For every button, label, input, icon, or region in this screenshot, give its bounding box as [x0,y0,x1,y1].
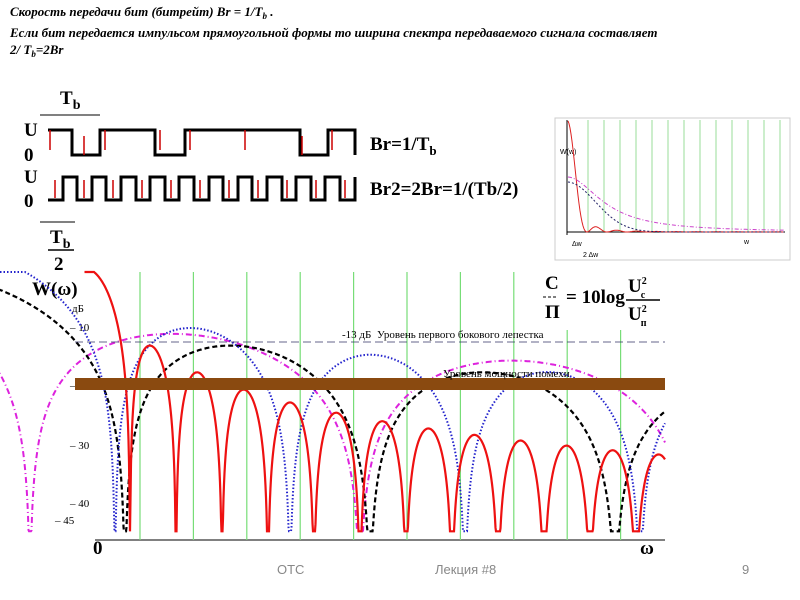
pulse-diagram: Tb U 0 U 0 Br=1/Tb Br2=2Br=1/(Tb/2) Tb 2 [24,88,518,275]
y-tick-label: – 30 [69,440,90,452]
bitrate-label: Br2=2Br=1/(Tb/2) [370,179,518,200]
formula-box [538,267,665,330]
half-period-den: 2 [54,254,64,275]
formula-num: С [545,273,559,294]
noise-band [75,378,665,390]
formula-u: U2 с [628,276,647,301]
header-line: Скорость передачи бит (битрейт) Br = 1/T… [10,4,273,21]
sidelobe-label: Уровень первого бокового лепестка [377,329,544,341]
y-tick-label: – 45 [54,515,75,527]
waveform [48,128,357,157]
sidelobe-value: -13 дБ [342,329,371,341]
y-label: W(ω) [32,279,78,300]
footer-course: ОТС [277,562,304,577]
noise-label: Уровень мощности помехи [443,368,570,380]
formula-den: П [545,302,560,323]
inset-curve [567,181,784,233]
header-line: 2/ Tb=2Br [9,42,64,59]
inset-marker: Δw [572,241,583,248]
spectrum-curve [0,271,666,533]
inset-y-label: W(w) [560,149,576,156]
footer-page: 9 [742,562,749,577]
spectrum-curve [84,270,666,533]
x-label: ω [640,538,654,559]
formula-eq: = 10log [566,287,625,308]
u-label: U [24,120,38,141]
inset-x-label: w [743,239,750,246]
y-tick-label: – 10 [69,322,90,334]
u-label: U [24,167,38,188]
inset-marker: 2 Δw [583,252,599,259]
spectrum-curve [0,332,666,533]
y-unit: дБ [72,303,84,315]
origin-label: 0 [93,538,103,559]
footer-lecture: Лекция #8 [435,562,496,577]
annotations: -13 дБ Уровень первого бокового лепестка… [75,329,665,390]
bitrate-label: Br=1/Tb [370,134,437,158]
zero-label: 0 [24,145,34,166]
zero-label: 0 [24,191,34,212]
formula: С П = 10log U2 с U2 п [538,267,665,330]
half-period-num: Tb [50,227,71,252]
header-line: Если бит передается импульсом прямоуголь… [9,25,657,40]
period-label: Tb [60,88,81,113]
inset-chart: W(w) w Δw 2 Δw [554,117,791,261]
inset-frame [554,117,791,261]
y-tick-label: – 40 [69,498,90,510]
waveform [48,175,357,202]
formula-u: U2 п [628,304,647,329]
